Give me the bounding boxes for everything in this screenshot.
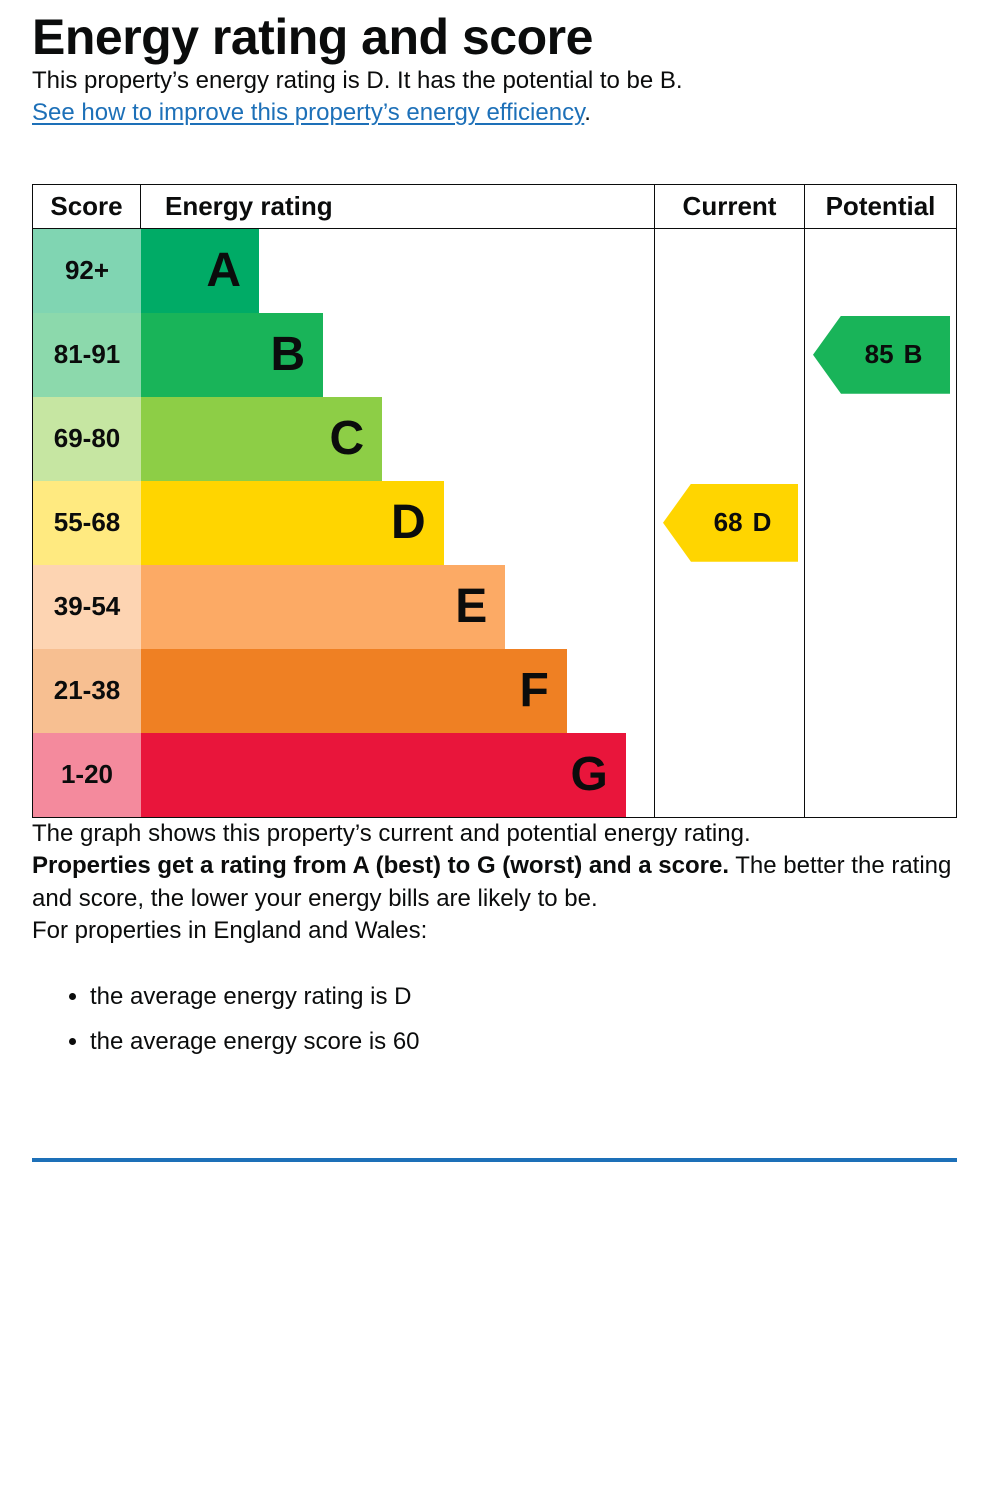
- score-cell: 21-38: [33, 648, 141, 733]
- bar-track: E: [141, 564, 654, 649]
- band-bar: C: [141, 396, 383, 481]
- potential-arrow: 85 B: [813, 315, 950, 394]
- list-item-average-rating: the average energy rating is D: [90, 981, 957, 1013]
- band-letter: D: [390, 495, 426, 549]
- list-item-average-score: the average energy score is 60: [90, 1026, 957, 1058]
- bar-track: A: [141, 228, 654, 313]
- score-cell: 39-54: [33, 564, 141, 649]
- potential-column: 85 B: [804, 228, 956, 817]
- bar-track: G: [141, 732, 654, 817]
- current-letter: D: [752, 507, 772, 538]
- band-letter: C: [329, 411, 365, 465]
- epc-page: Energy rating and score This property’s …: [0, 9, 1000, 1163]
- score-cell: 55-68: [33, 480, 141, 565]
- current-column: 68 D: [654, 228, 804, 817]
- rating-explainer: Properties get a rating from A (best) to…: [32, 850, 957, 915]
- band-row: 39-54 E: [33, 564, 654, 649]
- page-title: Energy rating and score: [32, 9, 593, 65]
- band-row: 92+ A: [33, 228, 654, 313]
- potential-score: 85: [864, 339, 894, 370]
- bands-area: 92+ A 81-91 B 69-80: [33, 228, 654, 817]
- potential-letter: B: [903, 339, 923, 370]
- band-letter: E: [455, 579, 488, 633]
- section-break-rule: [32, 1158, 957, 1163]
- current-score: 68: [713, 507, 743, 538]
- explainer-rest: The better the rating and score, the low…: [32, 852, 952, 912]
- band-row: 1-20 G: [33, 732, 654, 817]
- column-header-rating: Energy rating: [141, 185, 654, 229]
- band-bar: G: [141, 732, 626, 817]
- band-bar: F: [141, 648, 567, 733]
- band-row: 69-80 C: [33, 396, 654, 481]
- column-header-score: Score: [33, 184, 141, 229]
- improve-link[interactable]: See how to improve this property’s energ…: [32, 99, 585, 127]
- score-cell: 69-80: [33, 396, 141, 481]
- bar-track: F: [141, 648, 654, 733]
- band-bar: E: [141, 564, 506, 649]
- bar-track: D: [141, 480, 654, 565]
- score-cell: 1-20: [33, 732, 141, 817]
- explainer-bold: Properties get a rating from A (best) to…: [32, 852, 729, 880]
- bar-track: B: [141, 312, 654, 397]
- score-cell: 92+: [33, 228, 141, 313]
- band-row: 21-38 F: [33, 648, 654, 733]
- column-header-current: Current: [654, 184, 804, 229]
- band-row: 55-68 D: [33, 480, 654, 565]
- band-letter: B: [270, 327, 306, 381]
- average-list: the average energy rating is D the avera…: [32, 981, 957, 1058]
- bar-track: C: [141, 396, 654, 481]
- intro-text: This property’s energy rating is D. It h…: [32, 67, 683, 94]
- regions-heading: For properties in England and Wales:: [32, 916, 428, 944]
- score-cell: 81-91: [33, 312, 141, 397]
- current-arrow: 68 D: [663, 483, 798, 562]
- band-letter: G: [570, 747, 608, 801]
- band-bar: A: [141, 228, 259, 313]
- band-bar: B: [141, 312, 324, 397]
- band-bar: D: [141, 480, 444, 565]
- band-row: 81-91 B: [33, 312, 654, 397]
- energy-rating-chart: Score Energy rating Current Potential 92…: [32, 183, 957, 818]
- band-letter: F: [519, 663, 549, 717]
- graph-caption: The graph shows this property’s current …: [32, 819, 751, 847]
- column-header-potential: Potential: [804, 184, 956, 229]
- improve-paragraph: See how to improve this property’s energ…: [32, 97, 957, 129]
- improve-link-period: .: [584, 99, 591, 127]
- band-letter: A: [206, 243, 241, 297]
